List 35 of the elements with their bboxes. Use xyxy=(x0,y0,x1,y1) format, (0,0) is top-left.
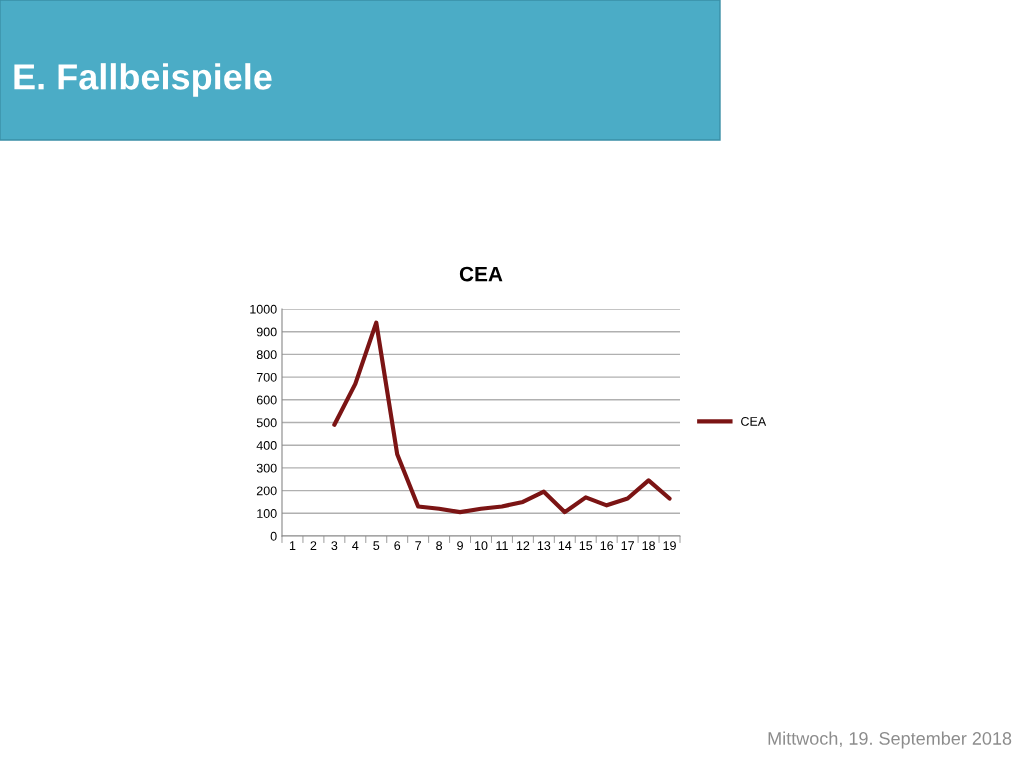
x-tick-label: 10 xyxy=(475,541,488,551)
x-tick-label: 15 xyxy=(579,541,593,551)
x-tick-label: 12 xyxy=(516,541,530,550)
x-tick-label: 17 xyxy=(621,541,634,550)
y-tick-label: 800 xyxy=(256,350,277,360)
x-tick-label: 3 xyxy=(331,541,338,551)
y-tick-label: 400 xyxy=(256,441,277,450)
x-tick-label: 18 xyxy=(642,541,655,551)
text: E. Fallbeispiele xyxy=(14,63,272,97)
y-tick-label: 700 xyxy=(256,372,277,382)
x-tick-label: 9 xyxy=(457,541,463,551)
x-tick-label: 14 xyxy=(558,541,572,550)
x-tick-label: 13 xyxy=(537,541,551,551)
x-tick-label: 2 xyxy=(310,541,317,550)
y-tick-label: 200 xyxy=(256,486,277,496)
line-series xyxy=(332,320,672,515)
x-tick-label: 5 xyxy=(373,541,380,551)
y-tick-label: 900 xyxy=(256,327,277,337)
chart-title: CEA xyxy=(459,266,503,282)
y-tick-label: 600 xyxy=(256,395,277,405)
x-tick-label: 19 xyxy=(663,541,676,551)
x-tick-label: 1 xyxy=(289,541,296,550)
y-tick-label: 100 xyxy=(257,509,277,518)
y-tick-label: 1000 xyxy=(250,304,277,314)
y-tick-label: 0 xyxy=(270,531,277,541)
y-tick-label: 300 xyxy=(256,463,277,473)
text: Mittwoch, 19. September 2018 xyxy=(768,731,1012,749)
x-tick-label: 4 xyxy=(352,541,359,550)
x-tick-label: 7 xyxy=(415,541,422,550)
x-tick-label: 8 xyxy=(436,541,443,551)
y-tick-label: 500 xyxy=(256,418,277,428)
x-tick-label: 6 xyxy=(394,541,401,551)
x-tick-label: 16 xyxy=(600,541,614,551)
x-tick-label: 11 xyxy=(496,541,508,550)
legend-label: CEA xyxy=(741,417,767,426)
